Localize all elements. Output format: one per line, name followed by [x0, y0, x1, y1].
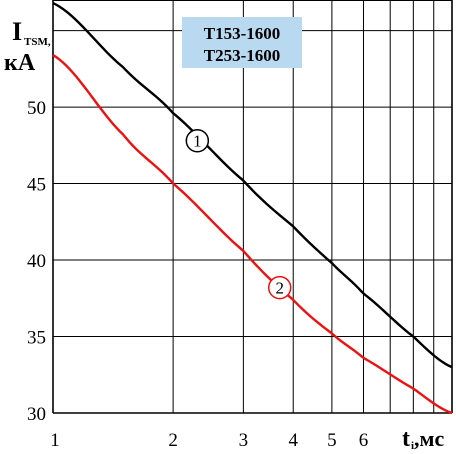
series-label-1: 1	[185, 128, 210, 153]
title-line-2: T253-1600	[204, 46, 281, 65]
x-tick-label-1: 1	[50, 430, 60, 451]
y-tick-label-50: 50	[27, 98, 46, 119]
x-axis-label-unit: ,мс	[414, 426, 444, 451]
series-label-2: 2	[267, 275, 292, 300]
y-tick-label-30: 30	[27, 404, 46, 425]
y-axis-label-main: I	[12, 17, 22, 46]
x-tick-label-6: 6	[359, 430, 369, 451]
series-line-2	[52, 54, 453, 415]
series-layer: 12	[52, 1, 453, 415]
x-tick-label-3: 3	[239, 430, 249, 451]
x-axis-label-main: t	[402, 426, 410, 452]
y-axis-label: I TSM, кА	[4, 17, 51, 76]
title-box: T153-1600 T253-1600	[182, 17, 302, 68]
series-label-text-1: 1	[193, 132, 202, 151]
title-line-1: T153-1600	[204, 24, 281, 43]
y-tick-label-35: 35	[27, 328, 46, 349]
y-tick-label-45: 45	[27, 175, 46, 196]
x-axis-label-sub: i	[411, 440, 414, 452]
series-label-circle-1	[185, 128, 210, 153]
x-tick-label-2: 2	[168, 430, 178, 451]
x-tick-label-4: 4	[288, 430, 298, 451]
series-label-circle-2	[267, 275, 292, 300]
y-axis-label-unit: кА	[4, 50, 36, 76]
x-axis-label: t i ,мс	[402, 426, 444, 452]
title-background	[182, 17, 302, 68]
y-axis-label-sub: TSM,	[24, 36, 51, 48]
series-line-1	[52, 1, 453, 369]
series-label-text-2: 2	[275, 279, 284, 298]
x-tick-label-5: 5	[327, 430, 337, 451]
y-tick-label-40: 40	[27, 251, 46, 272]
